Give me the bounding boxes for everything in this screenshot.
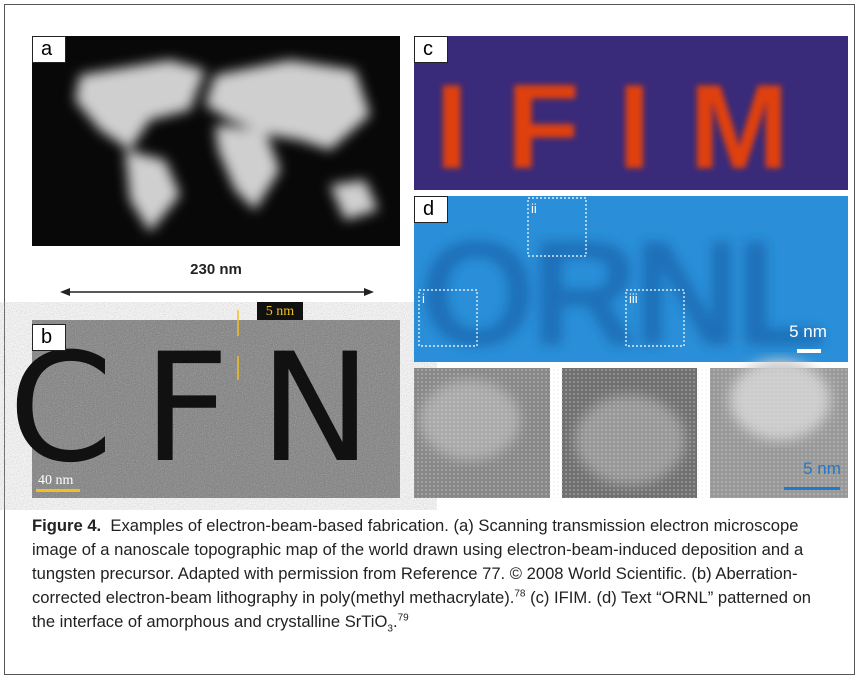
scale-label: 40 nm bbox=[38, 473, 74, 488]
reference: 78 bbox=[514, 588, 525, 599]
scale-bar bbox=[36, 489, 80, 492]
panel-b-letters: CFN bbox=[8, 322, 401, 496]
panel-label: c bbox=[414, 36, 448, 63]
panel-label: d bbox=[414, 196, 448, 223]
scale-bar bbox=[784, 487, 840, 490]
inset-label: i bbox=[422, 291, 425, 306]
scale-bar bbox=[797, 349, 821, 353]
scale-arrow bbox=[60, 288, 374, 296]
panel-label: a bbox=[32, 36, 66, 63]
panel-label: b bbox=[32, 324, 66, 351]
caption: Figure 4. Examples of electron-beam-base… bbox=[32, 514, 832, 634]
lattice-texture bbox=[414, 368, 848, 498]
inset-label: ii bbox=[531, 201, 537, 216]
scale-label: 230 nm bbox=[190, 261, 242, 278]
marker-label: 5 nm bbox=[266, 304, 295, 319]
reference: 79 bbox=[398, 612, 409, 623]
scale-label: 5 nm bbox=[803, 459, 841, 478]
panel-c-letters: IFIM bbox=[435, 60, 827, 194]
scale-label: 5 nm bbox=[789, 322, 827, 341]
caption-label: Figure 4. bbox=[32, 516, 101, 535]
inset-label: iii bbox=[629, 291, 638, 306]
panel-d-letters: ORNL bbox=[420, 209, 823, 377]
figure-panels: 230 nm CFN 5 nm 40 nm IFIM ORNL i ii iii… bbox=[0, 0, 861, 510]
